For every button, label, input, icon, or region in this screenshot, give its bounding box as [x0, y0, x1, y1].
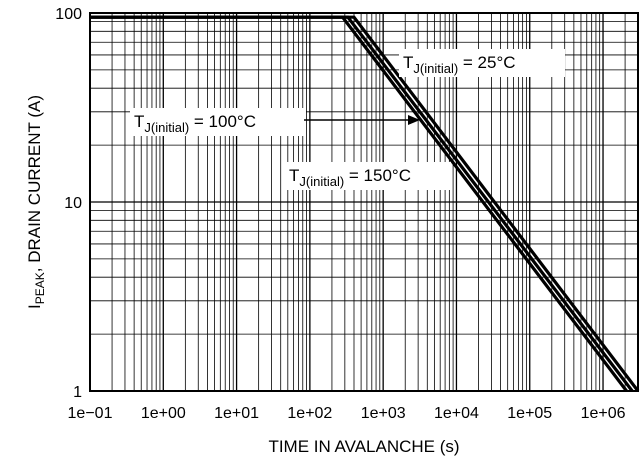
y-tick-labels: 1 10 100 — [55, 6, 82, 401]
annotation-100c-background — [130, 108, 306, 136]
y-axis-title: IPEAK, DRAIN CURRENT (A) — [25, 95, 47, 309]
x-tick-label: 1e+02 — [287, 405, 332, 422]
series-line-2 — [90, 15, 628, 392]
y-tick-label: 1 — [73, 384, 82, 401]
annotation-100c: TJ(initial) = 100°C — [134, 112, 256, 135]
annotation-25c-background — [399, 49, 565, 77]
x-tick-label: 1e+03 — [361, 405, 406, 422]
plot-frame — [89, 12, 639, 392]
annotation-150c: TJ(initial) = 150°C — [289, 166, 411, 189]
y-tick-label: 100 — [55, 6, 82, 23]
grid — [90, 13, 638, 391]
x-tick-label: 1e+04 — [434, 405, 479, 422]
x-tick-labels: 1e−01 1e+00 1e+01 1e+02 1e+03 1e+04 1e+05 1e+06 — [68, 405, 626, 422]
x-axis-title: TIME IN AVALANCHE (s) — [268, 437, 459, 456]
x-tick-label: 1e+05 — [507, 405, 552, 422]
annotation-100c-arrowhead — [408, 115, 420, 125]
x-tick-label: 1e−01 — [68, 405, 113, 422]
series-group — [90, 15, 640, 392]
y-tick-label: 10 — [64, 195, 82, 212]
annotation-150c-background — [285, 162, 451, 190]
x-tick-label: 1e+01 — [214, 405, 259, 422]
x-tick-label: 1e+06 — [581, 405, 626, 422]
annotation-25c: TJ(initial) = 25°C — [403, 53, 516, 76]
x-tick-label: 1e+00 — [141, 405, 186, 422]
